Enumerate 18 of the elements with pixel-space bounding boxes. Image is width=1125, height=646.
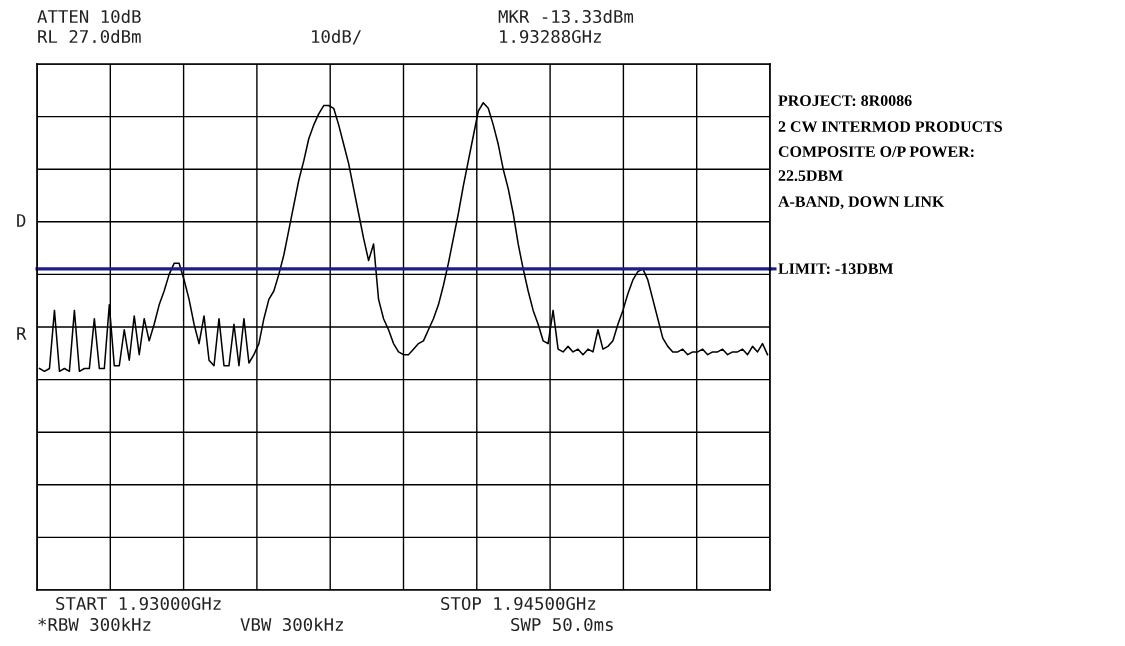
text: RL 27.0dBm xyxy=(38,29,141,44)
text: R xyxy=(17,327,27,340)
text: 22.5DBM xyxy=(778,170,843,182)
text: PROJECT: 8R0086 xyxy=(778,95,912,107)
text: VBW 300kHz xyxy=(240,617,343,632)
text: *RBW 300kHz xyxy=(38,617,151,632)
text: LIMIT: -13DBM xyxy=(778,263,894,275)
text: MKR -13.33dBm xyxy=(498,9,634,24)
text: 10dB/ xyxy=(312,29,361,45)
text: A-BAND, DOWN LINK xyxy=(778,196,945,210)
text: START 1.93000GHz xyxy=(56,596,221,611)
text: D xyxy=(17,214,26,227)
text: SWP 50.0ms xyxy=(511,617,613,632)
text: 2 CW INTERMOD PRODUCTS xyxy=(778,121,1002,133)
text: COMPOSITE O/P POWER: xyxy=(778,146,974,158)
text: 1.93288GHz xyxy=(500,29,601,44)
text: STOP 1.94500GHz xyxy=(441,596,596,611)
text: ATTEN 10dB xyxy=(37,9,141,24)
